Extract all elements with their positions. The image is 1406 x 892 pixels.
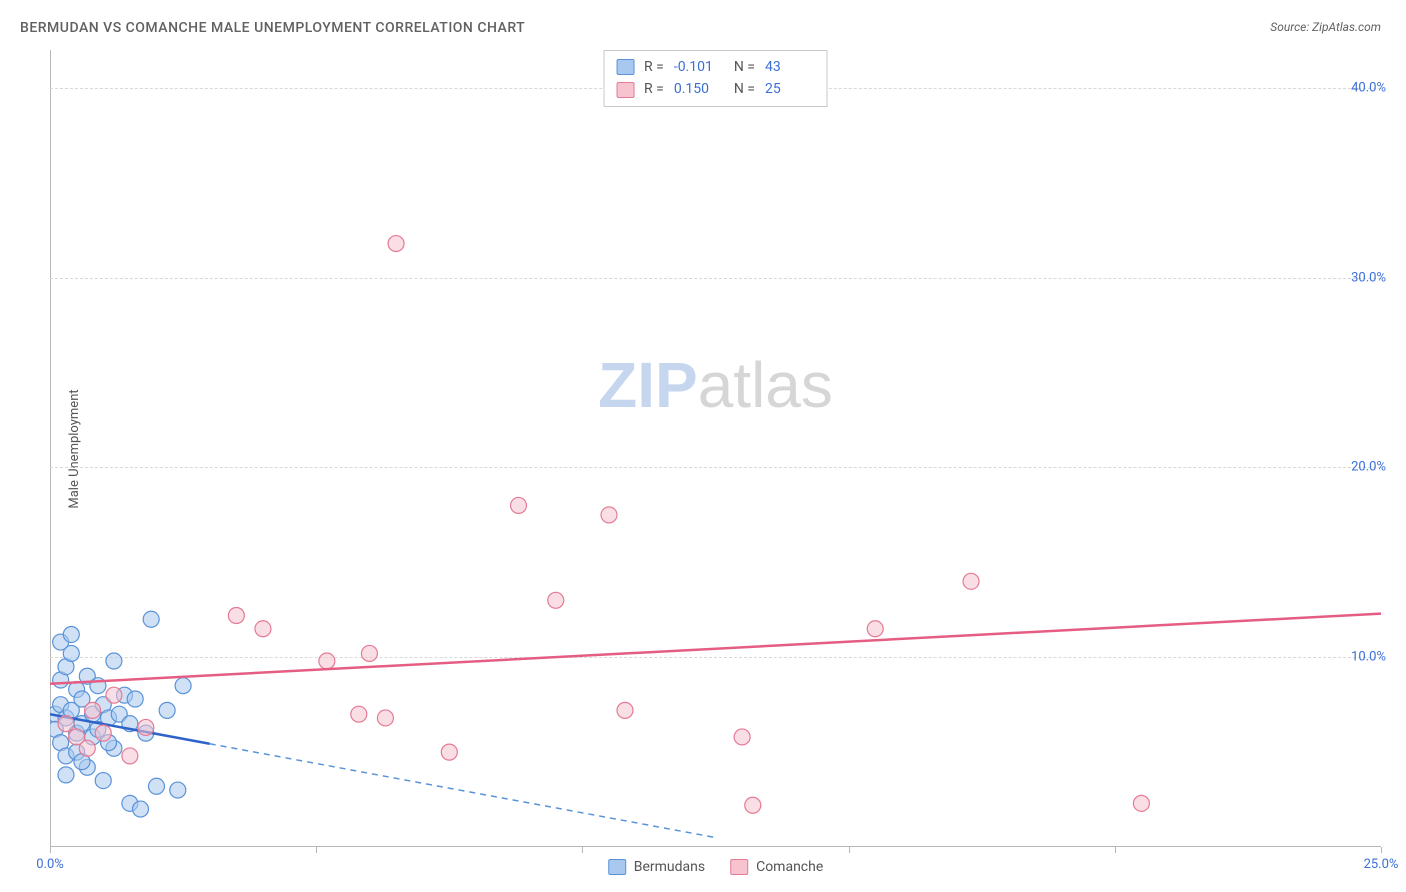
scatter-point — [377, 710, 393, 726]
n-value-0: 43 — [765, 56, 815, 78]
scatter-point — [58, 767, 74, 783]
scatter-point — [95, 725, 111, 741]
x-tick-mark — [1115, 847, 1116, 853]
swatch-comanche — [616, 82, 634, 98]
legend-stats-row-1: R = 0.150 N = 25 — [616, 78, 815, 100]
swatch-comanche-bottom — [730, 859, 748, 875]
scatter-point — [745, 797, 761, 813]
swatch-bermudans-bottom — [608, 859, 626, 875]
scatter-point — [133, 801, 149, 817]
trend-line — [50, 614, 1381, 684]
legend-series: Bermudans Comanche — [608, 859, 824, 875]
plot-svg — [50, 50, 1381, 847]
legend-label-bermudans: Bermudans — [634, 859, 705, 875]
scatter-point — [617, 702, 633, 718]
r-label: R = — [644, 78, 664, 100]
scatter-point — [170, 782, 186, 798]
scatter-point — [1133, 795, 1149, 811]
scatter-point — [106, 653, 122, 669]
scatter-point — [255, 621, 271, 637]
x-tick-mark — [582, 847, 583, 853]
scatter-point — [85, 702, 101, 718]
r-value-1: 0.150 — [674, 78, 724, 100]
scatter-point — [388, 236, 404, 252]
x-tick-mark — [316, 847, 317, 853]
scatter-point — [319, 653, 335, 669]
scatter-point — [963, 573, 979, 589]
scatter-point — [175, 678, 191, 694]
scatter-point — [58, 716, 74, 732]
r-label: R = — [644, 56, 664, 78]
chart-area: Male Unemployment ZIPatlas 10.0%20.0%30.… — [50, 50, 1381, 847]
scatter-point — [228, 607, 244, 623]
r-value-0: -0.101 — [674, 56, 724, 78]
x-tick-label: 25.0% — [1364, 857, 1399, 872]
x-tick-mark — [1381, 847, 1382, 853]
scatter-point — [441, 744, 457, 760]
n-label: N = — [734, 56, 755, 78]
scatter-point — [127, 691, 143, 707]
n-value-1: 25 — [765, 78, 815, 100]
scatter-point — [143, 611, 159, 627]
legend-label-comanche: Comanche — [756, 859, 823, 875]
scatter-point — [106, 687, 122, 703]
scatter-point — [548, 592, 564, 608]
legend-stats: R = -0.101 N = 43 R = 0.150 N = 25 — [603, 50, 828, 107]
n-label: N = — [734, 78, 755, 100]
legend-item-comanche: Comanche — [730, 859, 823, 875]
scatter-point — [361, 645, 377, 661]
scatter-point — [511, 497, 527, 513]
scatter-point — [734, 729, 750, 745]
x-tick-label: 0.0% — [36, 857, 64, 872]
x-tick-mark — [849, 847, 850, 853]
scatter-point — [159, 702, 175, 718]
scatter-point — [148, 778, 164, 794]
chart-title: BERMUDAN VS COMANCHE MALE UNEMPLOYMENT C… — [20, 20, 525, 36]
scatter-point — [63, 626, 79, 642]
swatch-bermudans — [616, 59, 634, 75]
scatter-point — [122, 748, 138, 764]
legend-stats-row-0: R = -0.101 N = 43 — [616, 56, 815, 78]
scatter-point — [351, 706, 367, 722]
source-attribution: Source: ZipAtlas.com — [1270, 20, 1381, 34]
legend-item-bermudans: Bermudans — [608, 859, 705, 875]
scatter-point — [601, 507, 617, 523]
scatter-point — [79, 740, 95, 756]
scatter-point — [867, 621, 883, 637]
scatter-point — [95, 773, 111, 789]
trend-line-dashed — [210, 744, 716, 838]
plot-region: 10.0%20.0%30.0%40.0%0.0%25.0% — [50, 50, 1381, 847]
x-tick-mark — [50, 847, 51, 853]
scatter-point — [138, 719, 154, 735]
